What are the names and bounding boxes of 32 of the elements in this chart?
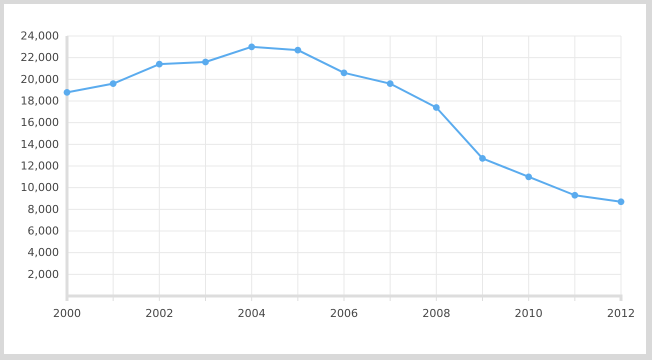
point: [110, 80, 117, 88]
y-tick-label: 20,000: [20, 72, 59, 86]
x-tick-label: 2012: [607, 306, 635, 320]
point: [294, 46, 302, 54]
y-tick-label: 10,000: [20, 181, 59, 194]
y-tick-label: 4,000: [28, 246, 59, 260]
x-tick-label: 2004: [238, 306, 266, 320]
x-tick-label: 2010: [514, 306, 543, 320]
y-tick-label: 8,000: [28, 202, 59, 216]
x-tick-label: 2006: [330, 306, 358, 320]
y-tick-label: 2,000: [28, 268, 59, 281]
x-tick-label: 2002: [145, 306, 174, 320]
point: [479, 155, 486, 162]
point: [64, 88, 70, 96]
point: [248, 43, 256, 50]
y-tick-label: 24,000: [20, 30, 59, 43]
y-tick-label: 16,000: [20, 116, 59, 130]
y-tick-label: 22,000: [20, 51, 59, 64]
y-tick-label: 14,000: [20, 138, 59, 151]
x-tick-label: 2008: [422, 306, 450, 320]
point: [386, 80, 394, 88]
y-tick-label: 12,000: [20, 160, 59, 173]
point: [432, 104, 440, 111]
point: [156, 60, 163, 68]
point: [571, 192, 578, 199]
point: [202, 58, 209, 66]
point: [618, 198, 624, 206]
y-tick-label: 6,000: [28, 224, 59, 238]
x-tick-label: 2000: [53, 306, 81, 320]
point: [340, 69, 348, 76]
y-tick-label: 18,000: [20, 94, 59, 108]
point: [525, 173, 532, 180]
